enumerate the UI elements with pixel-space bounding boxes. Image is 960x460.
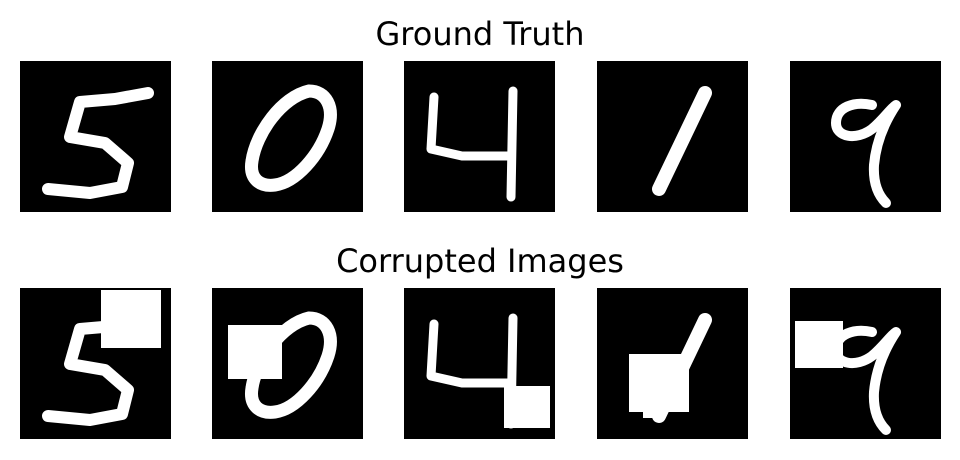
corrupted-digit-5	[20, 288, 171, 439]
corrupted-digit-9	[790, 288, 941, 439]
ground-truth-digit-5	[20, 61, 171, 212]
ground-truth-digit-4	[404, 61, 555, 212]
ground-truth-digit-1	[597, 61, 748, 212]
row-title-ground-truth: Ground Truth	[375, 15, 585, 53]
occlusion-patch-edge	[643, 408, 659, 418]
occlusion-patch	[101, 290, 161, 348]
row-title-corrupted-images: Corrupted Images	[336, 242, 624, 280]
ground-truth-digit-9	[790, 61, 941, 212]
occlusion-patch	[228, 325, 282, 379]
occlusion-patch	[629, 354, 689, 412]
corrupted-digit-0	[212, 288, 363, 439]
corrupted-digit-1	[597, 288, 748, 439]
occlusion-patch	[504, 386, 550, 428]
ground-truth-digit-0	[212, 61, 363, 212]
occlusion-patch	[795, 321, 843, 368]
corrupted-digit-4	[404, 288, 555, 439]
